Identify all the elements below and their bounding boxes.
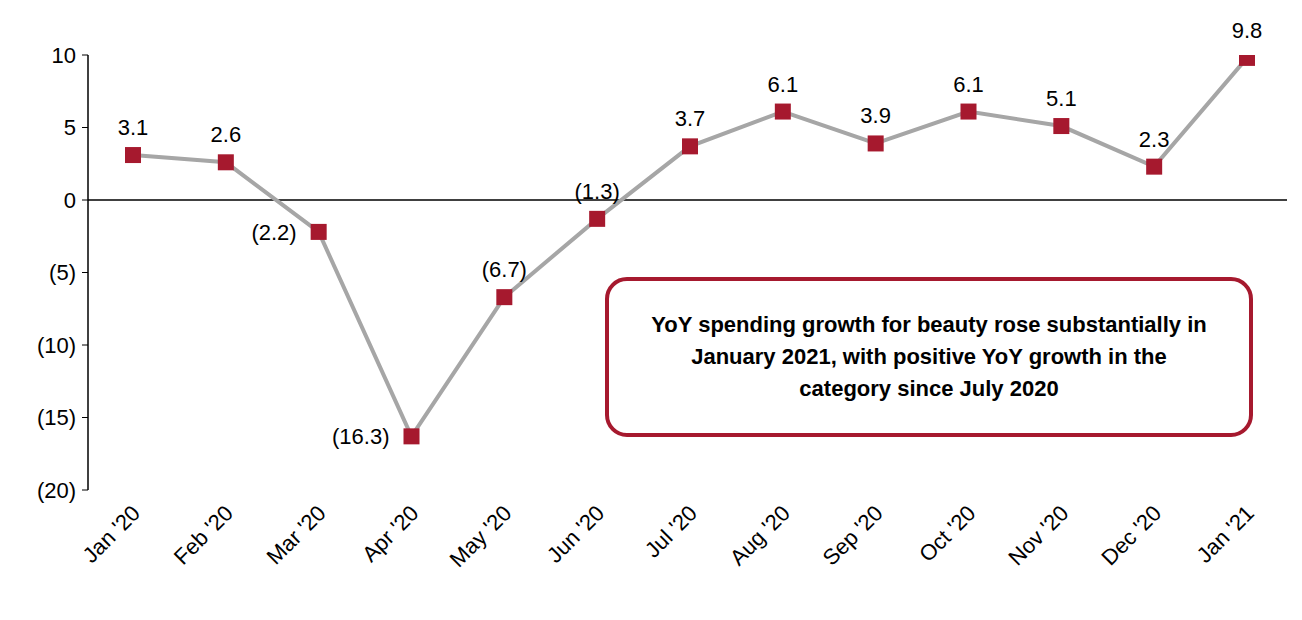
svg-text:Jan '21: Jan '21 [1192, 500, 1259, 567]
svg-text:Sep '20: Sep '20 [818, 500, 888, 570]
svg-text:3.9: 3.9 [860, 103, 891, 128]
svg-text:2.6: 2.6 [211, 122, 242, 147]
svg-text:6.1: 6.1 [953, 72, 984, 97]
svg-text:2.3: 2.3 [1139, 127, 1170, 152]
svg-text:Jan '20: Jan '20 [78, 500, 145, 567]
svg-text:Nov '20: Nov '20 [1003, 500, 1073, 570]
svg-text:May '20: May '20 [445, 500, 517, 572]
svg-text:3.1: 3.1 [118, 115, 149, 140]
svg-text:(6.7): (6.7) [482, 257, 527, 282]
html-text:YoY spending growth for beauty: YoY spending growth for beauty rose subs… [651, 312, 1207, 401]
svg-text:Feb '20: Feb '20 [169, 500, 238, 569]
svg-text:Apr '20: Apr '20 [357, 500, 423, 566]
svg-text:9.8: 9.8 [1232, 18, 1263, 43]
svg-text:(2.2): (2.2) [251, 220, 296, 245]
svg-text:Jul '20: Jul '20 [640, 500, 702, 562]
svg-text:Dec '20: Dec '20 [1096, 500, 1166, 570]
svg-text:(1.3): (1.3) [575, 179, 620, 204]
svg-text:(16.3): (16.3) [332, 424, 389, 449]
svg-text:(20): (20) [37, 478, 76, 503]
svg-text:Aug '20: Aug '20 [725, 500, 795, 570]
svg-text:0: 0 [64, 188, 76, 213]
svg-text:Mar '20: Mar '20 [262, 500, 331, 569]
svg-text:(5): (5) [49, 260, 76, 285]
svg-text:Jun '20: Jun '20 [542, 500, 609, 567]
svg-text:5: 5 [64, 115, 76, 140]
svg-text:6.1: 6.1 [768, 72, 799, 97]
svg-text:Oct '20: Oct '20 [914, 500, 980, 566]
svg-text:3.7: 3.7 [675, 106, 706, 131]
svg-text:(10): (10) [37, 333, 76, 358]
svg-text:5.1: 5.1 [1046, 86, 1077, 111]
svg-text:10: 10 [52, 43, 76, 68]
svg-text:(15): (15) [37, 405, 76, 430]
